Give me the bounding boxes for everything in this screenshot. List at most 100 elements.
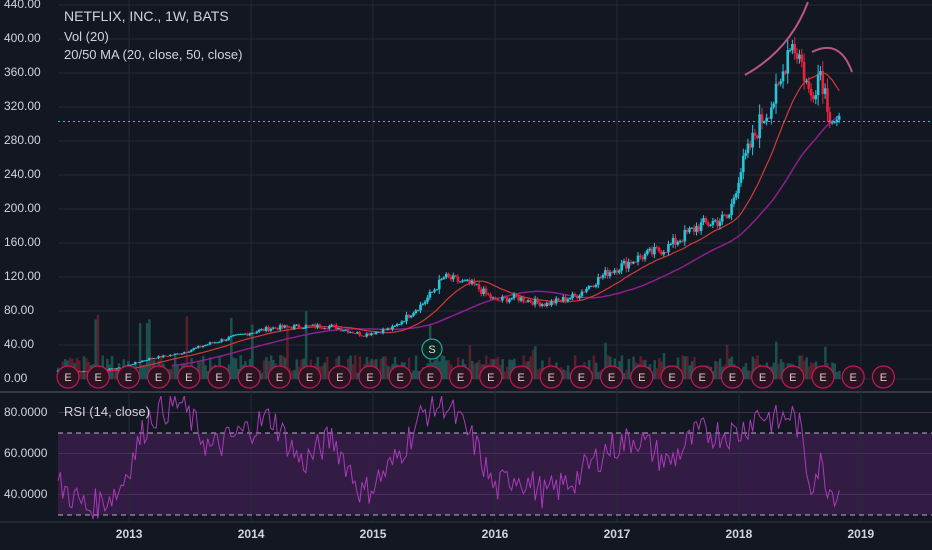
candle-up bbox=[589, 285, 593, 287]
candle-down bbox=[288, 326, 291, 328]
candle-up bbox=[774, 83, 778, 104]
candle-down bbox=[159, 356, 163, 358]
candle-down bbox=[77, 370, 81, 372]
earnings-marker-label: E bbox=[457, 372, 464, 384]
candle-up bbox=[491, 297, 495, 299]
candle-up bbox=[243, 333, 247, 335]
volume-bar bbox=[746, 370, 750, 379]
candle-up bbox=[197, 346, 200, 348]
candle-down bbox=[358, 332, 362, 336]
candle-down bbox=[363, 335, 366, 337]
candle-up bbox=[140, 360, 144, 362]
volume-bar bbox=[566, 365, 570, 379]
candle-down bbox=[760, 114, 764, 124]
volume-bar bbox=[690, 361, 694, 379]
candle-down bbox=[821, 71, 825, 94]
volume-bar bbox=[185, 316, 189, 379]
candle-down bbox=[543, 304, 546, 307]
candle-up bbox=[601, 275, 605, 278]
price-tick-label: 440.00 bbox=[4, 0, 41, 11]
candle-up bbox=[250, 332, 254, 334]
candle-up bbox=[805, 81, 808, 83]
earnings-marker bbox=[690, 365, 714, 389]
candle-up bbox=[337, 328, 340, 330]
price-tick-label: 200.00 bbox=[4, 201, 41, 215]
earnings-marker bbox=[479, 365, 503, 389]
volume-bar bbox=[744, 362, 748, 379]
candle-down bbox=[650, 248, 654, 255]
candle-up bbox=[292, 325, 296, 329]
candle-up bbox=[145, 360, 149, 362]
candle-down bbox=[503, 296, 507, 298]
candle-down bbox=[84, 371, 88, 373]
candle-up bbox=[168, 354, 172, 357]
volume-bar bbox=[115, 367, 118, 379]
price-tick-label: 400.00 bbox=[4, 31, 41, 45]
candle-down bbox=[318, 324, 322, 328]
candle-down bbox=[276, 328, 280, 330]
volume-bar bbox=[529, 356, 532, 379]
split-marker-label: S bbox=[428, 344, 435, 356]
volume-bar bbox=[382, 356, 385, 379]
volume-bar bbox=[269, 355, 273, 379]
candle-up bbox=[302, 327, 305, 329]
volume-bar bbox=[653, 360, 656, 379]
candle-up bbox=[110, 368, 114, 370]
candle-up bbox=[727, 215, 731, 218]
candle-down bbox=[756, 135, 759, 139]
volume-bar bbox=[176, 365, 179, 379]
earnings-marker bbox=[720, 365, 745, 389]
volume-bar bbox=[169, 369, 172, 379]
volume-bar bbox=[573, 355, 577, 379]
volume-bar bbox=[234, 358, 238, 379]
candle-down bbox=[379, 331, 383, 333]
volume-bar bbox=[407, 357, 411, 379]
chart-title: NETFLIX, INC., 1W, BATS bbox=[64, 8, 229, 24]
earnings-marker-label: E bbox=[366, 372, 373, 384]
volume-bar bbox=[798, 355, 801, 379]
volume-bar bbox=[501, 359, 504, 379]
candle-up bbox=[512, 294, 516, 299]
candle-up bbox=[173, 353, 177, 355]
volume-bar bbox=[693, 357, 696, 379]
candle-down bbox=[407, 314, 411, 318]
candle-up bbox=[461, 280, 464, 282]
volume-bar bbox=[531, 349, 535, 379]
volume-bar bbox=[143, 364, 147, 379]
candle-down bbox=[529, 300, 532, 303]
candle-down bbox=[246, 333, 249, 336]
candle-down bbox=[522, 297, 525, 302]
candle-up bbox=[201, 345, 205, 348]
candle-up bbox=[632, 261, 635, 264]
earnings-marker-label: E bbox=[517, 372, 524, 384]
candle-up bbox=[596, 276, 600, 285]
candle-up bbox=[683, 229, 687, 242]
candle-up bbox=[519, 297, 523, 301]
volume-bar bbox=[725, 344, 729, 379]
volume-bar bbox=[358, 356, 362, 379]
earnings-marker bbox=[630, 365, 654, 389]
candle-down bbox=[828, 112, 832, 123]
candle-up bbox=[295, 324, 298, 326]
candle-up bbox=[830, 122, 834, 124]
volume-bar bbox=[145, 323, 149, 379]
candle-down bbox=[222, 339, 226, 341]
candle-down bbox=[784, 71, 787, 74]
candle-down bbox=[353, 333, 357, 335]
volume-bar bbox=[805, 357, 808, 379]
candle-down bbox=[80, 371, 83, 373]
volume-bar bbox=[625, 369, 628, 379]
candle-up bbox=[833, 122, 836, 124]
candle-up bbox=[311, 324, 315, 326]
candle-up bbox=[236, 334, 240, 336]
candle-up bbox=[435, 289, 439, 291]
candle-up bbox=[419, 304, 422, 311]
volume-bar bbox=[80, 371, 83, 379]
volume-bar bbox=[356, 372, 359, 379]
candle-up bbox=[283, 325, 287, 328]
candle-down bbox=[575, 295, 579, 299]
earnings-marker-label: E bbox=[548, 372, 555, 384]
candle-up bbox=[234, 334, 238, 336]
candle-up bbox=[248, 333, 252, 336]
